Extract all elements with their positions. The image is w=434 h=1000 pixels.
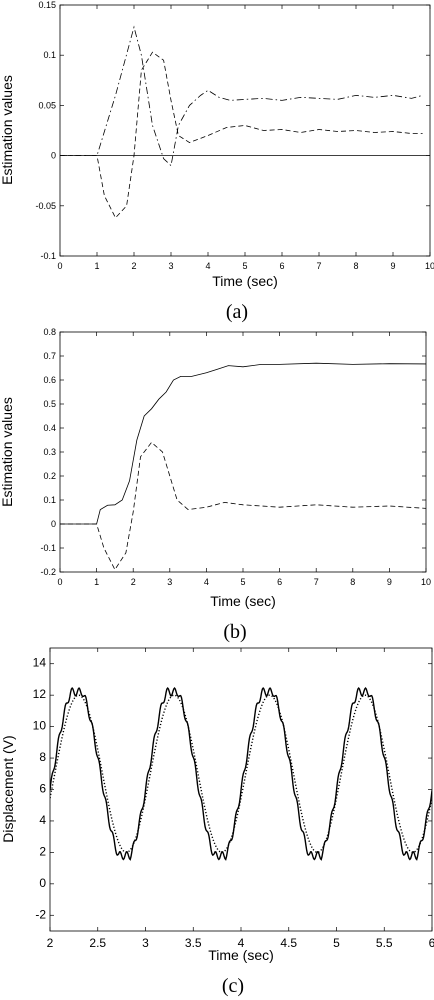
y-tick-label: 4 [39,813,46,827]
y-tick-label: 8 [39,750,46,764]
y-tick-label: 0.2 [43,471,56,481]
x-tick-label: 1 [94,261,99,271]
x-tick-label: 6 [279,261,284,271]
y-tick-label: 6 [39,782,46,796]
series-line-solid [60,362,426,525]
x-tick-label: 6 [429,936,434,950]
x-tick-label: 5 [240,577,245,587]
plot-frame [59,4,431,257]
x-tick-label: 9 [387,577,392,587]
chart-panel-b: 0 1 2 3 4 5 6 7 8 9 10 -0.2 -0.1 0 0.1 0.2 0.3 0.4 0.5 0.6 0… [0,327,431,643]
y-tick-label: 0.15 [38,0,56,10]
x-tick-label: 5 [242,261,247,271]
y-tick-label: 14 [33,656,47,670]
panel-label: (b) [223,621,246,643]
x-tick-label: 6 [277,577,282,587]
x-tick-label: 0 [57,577,62,587]
series-group [50,686,432,861]
y-tick-label: 2 [39,844,46,858]
series-line-dotted [50,694,432,854]
x-tick-label: 2 [131,577,136,587]
series-line-dash-dot [60,25,423,167]
y-tick-label: -0.1 [40,543,56,553]
y-tick-label: 0.1 [43,495,56,505]
y-axis-label: Estimation values [0,75,15,185]
series-line-dashed [60,441,426,571]
x-tick-label: 2.5 [89,936,106,950]
x-axis-label: Time (sec) [210,593,276,609]
x-tick-label: 3.5 [185,936,202,950]
plot-frame [59,331,427,573]
x-tick-label: 5 [333,936,340,950]
x-tick-label: 1 [94,577,99,587]
y-tick-label: 0.5 [43,399,56,409]
series-line-solid [50,686,432,861]
x-tick-label: 5.5 [376,936,393,950]
y-tick-label: 0.1 [43,50,56,60]
x-tick-label: 2 [47,936,54,950]
y-tick-label: 0.7 [43,351,56,361]
x-tick-label: 4 [205,261,210,271]
series-group [60,362,426,571]
x-tick-label: 10 [425,261,434,271]
chart-panel-c: 2 2.5 3 3.5 4 4.5 5 5.5 6 -2 0 2 4 6 8 10 12 14 Time (sec)… [0,647,434,997]
x-tick-label: 2 [131,261,136,271]
x-tick-label: 4 [238,936,245,950]
x-tick-label: 7 [316,261,321,271]
y-axis-label: Estimation values [0,397,15,507]
y-tick-label: -0.2 [40,567,56,577]
y-tick-label: 0.6 [43,375,56,385]
x-tick-label: 10 [421,577,431,587]
y-tick-label: 0 [51,151,56,161]
x-tick-label: 0 [57,261,62,271]
x-tick-label: 4 [204,577,209,587]
y-tick-label: -0.1 [40,251,56,261]
x-tick-label: 8 [353,261,358,271]
x-tick-label: 3 [142,936,149,950]
y-tick-label: 0.4 [43,423,56,433]
panel-label: (a) [226,301,248,323]
x-tick-label: 7 [314,577,319,587]
x-tick-label: 9 [390,261,395,271]
y-tick-label: 0 [39,876,46,890]
series-line-dashed [60,51,423,219]
x-axis-label: Time (sec) [208,947,274,963]
y-tick-label: 0 [51,519,56,529]
y-tick-label: 10 [33,719,47,733]
x-tick-label: 8 [350,577,355,587]
y-axis-label: Displacement (V) [0,735,16,842]
y-tick-label: -2 [35,907,46,921]
chart-panel-a: 0 1 2 3 4 5 6 7 8 9 10 -0.1 -0.05 0 0.05 0.1 0.15 Time (s… [0,0,434,323]
y-tick-label: 0.05 [38,100,56,110]
x-tick-label: 4.5 [280,936,297,950]
panel-label: (c) [222,975,244,997]
y-tick-label: 12 [33,687,47,701]
y-tick-label: -0.05 [35,201,56,211]
series-group [60,25,430,219]
x-tick-label: 3 [168,261,173,271]
y-tick-label: 0.8 [43,327,56,337]
x-tick-label: 3 [167,577,172,587]
y-tick-label: 0.3 [43,447,56,457]
x-axis-label: Time (sec) [212,273,278,289]
